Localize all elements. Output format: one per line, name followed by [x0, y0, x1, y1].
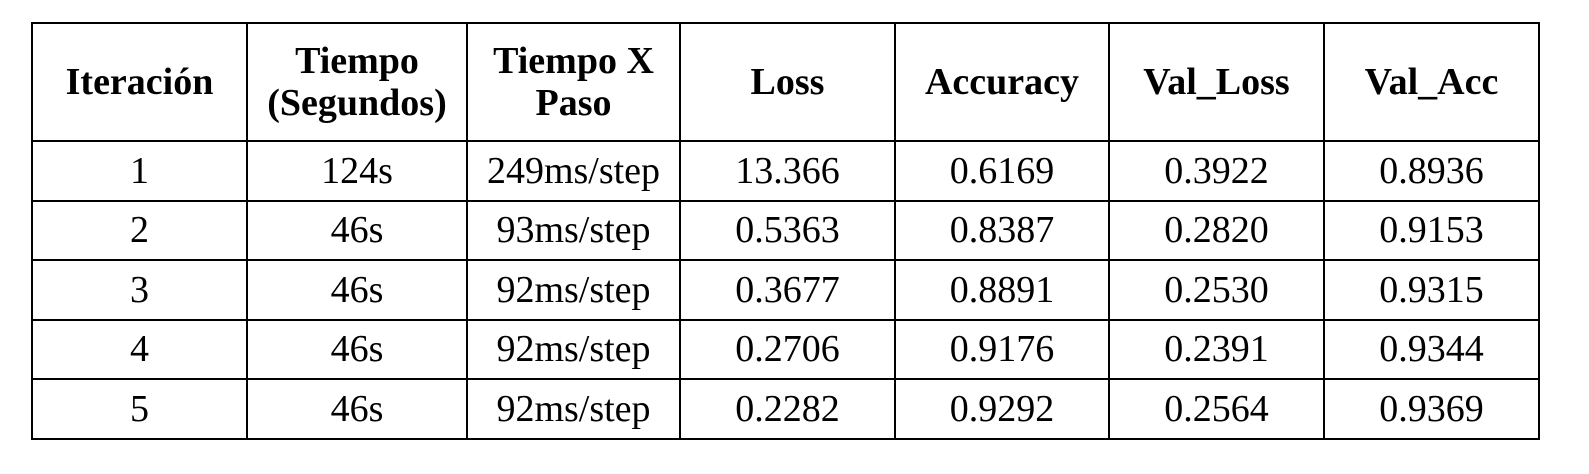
cell-loss: 0.5363	[679, 199, 896, 261]
header-label: Iteración	[65, 61, 214, 103]
header-label: Accuracy	[924, 61, 1080, 103]
cell-tiempo: 46s	[246, 378, 468, 440]
cell-accuracy: 0.9176	[894, 318, 1110, 380]
cell-accuracy: 0.9292	[894, 378, 1110, 440]
header-tiempo-x-paso: Tiempo X Paso	[466, 22, 681, 142]
cell-val-loss: 0.2564	[1108, 378, 1325, 440]
table-row: 5 46s 92ms/step 0.2282 0.9292 0.2564 0.9…	[31, 378, 1540, 440]
cell-iteracion: 1	[31, 140, 248, 202]
header-label: Val_Acc	[1364, 61, 1499, 103]
header-iteracion: Iteración	[31, 22, 248, 142]
table-body: 1 124s 249ms/step 13.366 0.6169 0.3922 0…	[31, 140, 1540, 440]
cell-val-acc: 0.8936	[1323, 140, 1540, 202]
table-header: Iteración Tiempo (Segundos) Tiempo X Pas…	[31, 22, 1540, 142]
cell-val-loss: 0.3922	[1108, 140, 1325, 202]
cell-accuracy: 0.6169	[894, 140, 1110, 202]
header-val-acc: Val_Acc	[1323, 22, 1540, 142]
header-label: Paso	[535, 82, 612, 124]
cell-tiempo-paso: 92ms/step	[466, 318, 681, 380]
cell-val-loss: 0.2820	[1108, 199, 1325, 261]
cell-loss: 0.2706	[679, 318, 896, 380]
cell-loss: 13.366	[679, 140, 896, 202]
cell-val-acc: 0.9344	[1323, 318, 1540, 380]
cell-val-loss: 0.2530	[1108, 259, 1325, 321]
header-label: Tiempo	[295, 40, 419, 82]
cell-tiempo-paso: 249ms/step	[466, 140, 681, 202]
cell-tiempo: 46s	[246, 199, 468, 261]
cell-val-acc: 0.9315	[1323, 259, 1540, 321]
header-label: Val_Loss	[1143, 61, 1290, 103]
cell-accuracy: 0.8891	[894, 259, 1110, 321]
header-row: Iteración Tiempo (Segundos) Tiempo X Pas…	[31, 22, 1540, 142]
header-val-loss: Val_Loss	[1108, 22, 1325, 142]
table-row: 3 46s 92ms/step 0.3677 0.8891 0.2530 0.9…	[31, 259, 1540, 321]
cell-iteracion: 4	[31, 318, 248, 380]
table-row: 1 124s 249ms/step 13.366 0.6169 0.3922 0…	[31, 140, 1540, 202]
header-label: Tiempo X	[493, 40, 654, 82]
header-label: Loss	[750, 61, 825, 103]
cell-loss: 0.2282	[679, 378, 896, 440]
cell-loss: 0.3677	[679, 259, 896, 321]
cell-tiempo-paso: 93ms/step	[466, 199, 681, 261]
cell-val-loss: 0.2391	[1108, 318, 1325, 380]
cell-tiempo-paso: 92ms/step	[466, 259, 681, 321]
header-loss: Loss	[679, 22, 896, 142]
cell-iteracion: 3	[31, 259, 248, 321]
header-accuracy: Accuracy	[894, 22, 1110, 142]
cell-val-acc: 0.9369	[1323, 378, 1540, 440]
cell-tiempo: 124s	[246, 140, 468, 202]
header-tiempo-segundos: Tiempo (Segundos)	[246, 22, 468, 142]
table-row: 4 46s 92ms/step 0.2706 0.9176 0.2391 0.9…	[31, 318, 1540, 380]
cell-accuracy: 0.8387	[894, 199, 1110, 261]
cell-tiempo-paso: 92ms/step	[466, 378, 681, 440]
results-table: Iteración Tiempo (Segundos) Tiempo X Pas…	[31, 22, 1540, 440]
table-row: 2 46s 93ms/step 0.5363 0.8387 0.2820 0.9…	[31, 199, 1540, 261]
cell-iteracion: 5	[31, 378, 248, 440]
cell-tiempo: 46s	[246, 259, 468, 321]
header-label: (Segundos)	[267, 82, 447, 124]
cell-iteracion: 2	[31, 199, 248, 261]
cell-tiempo: 46s	[246, 318, 468, 380]
cell-val-acc: 0.9153	[1323, 199, 1540, 261]
